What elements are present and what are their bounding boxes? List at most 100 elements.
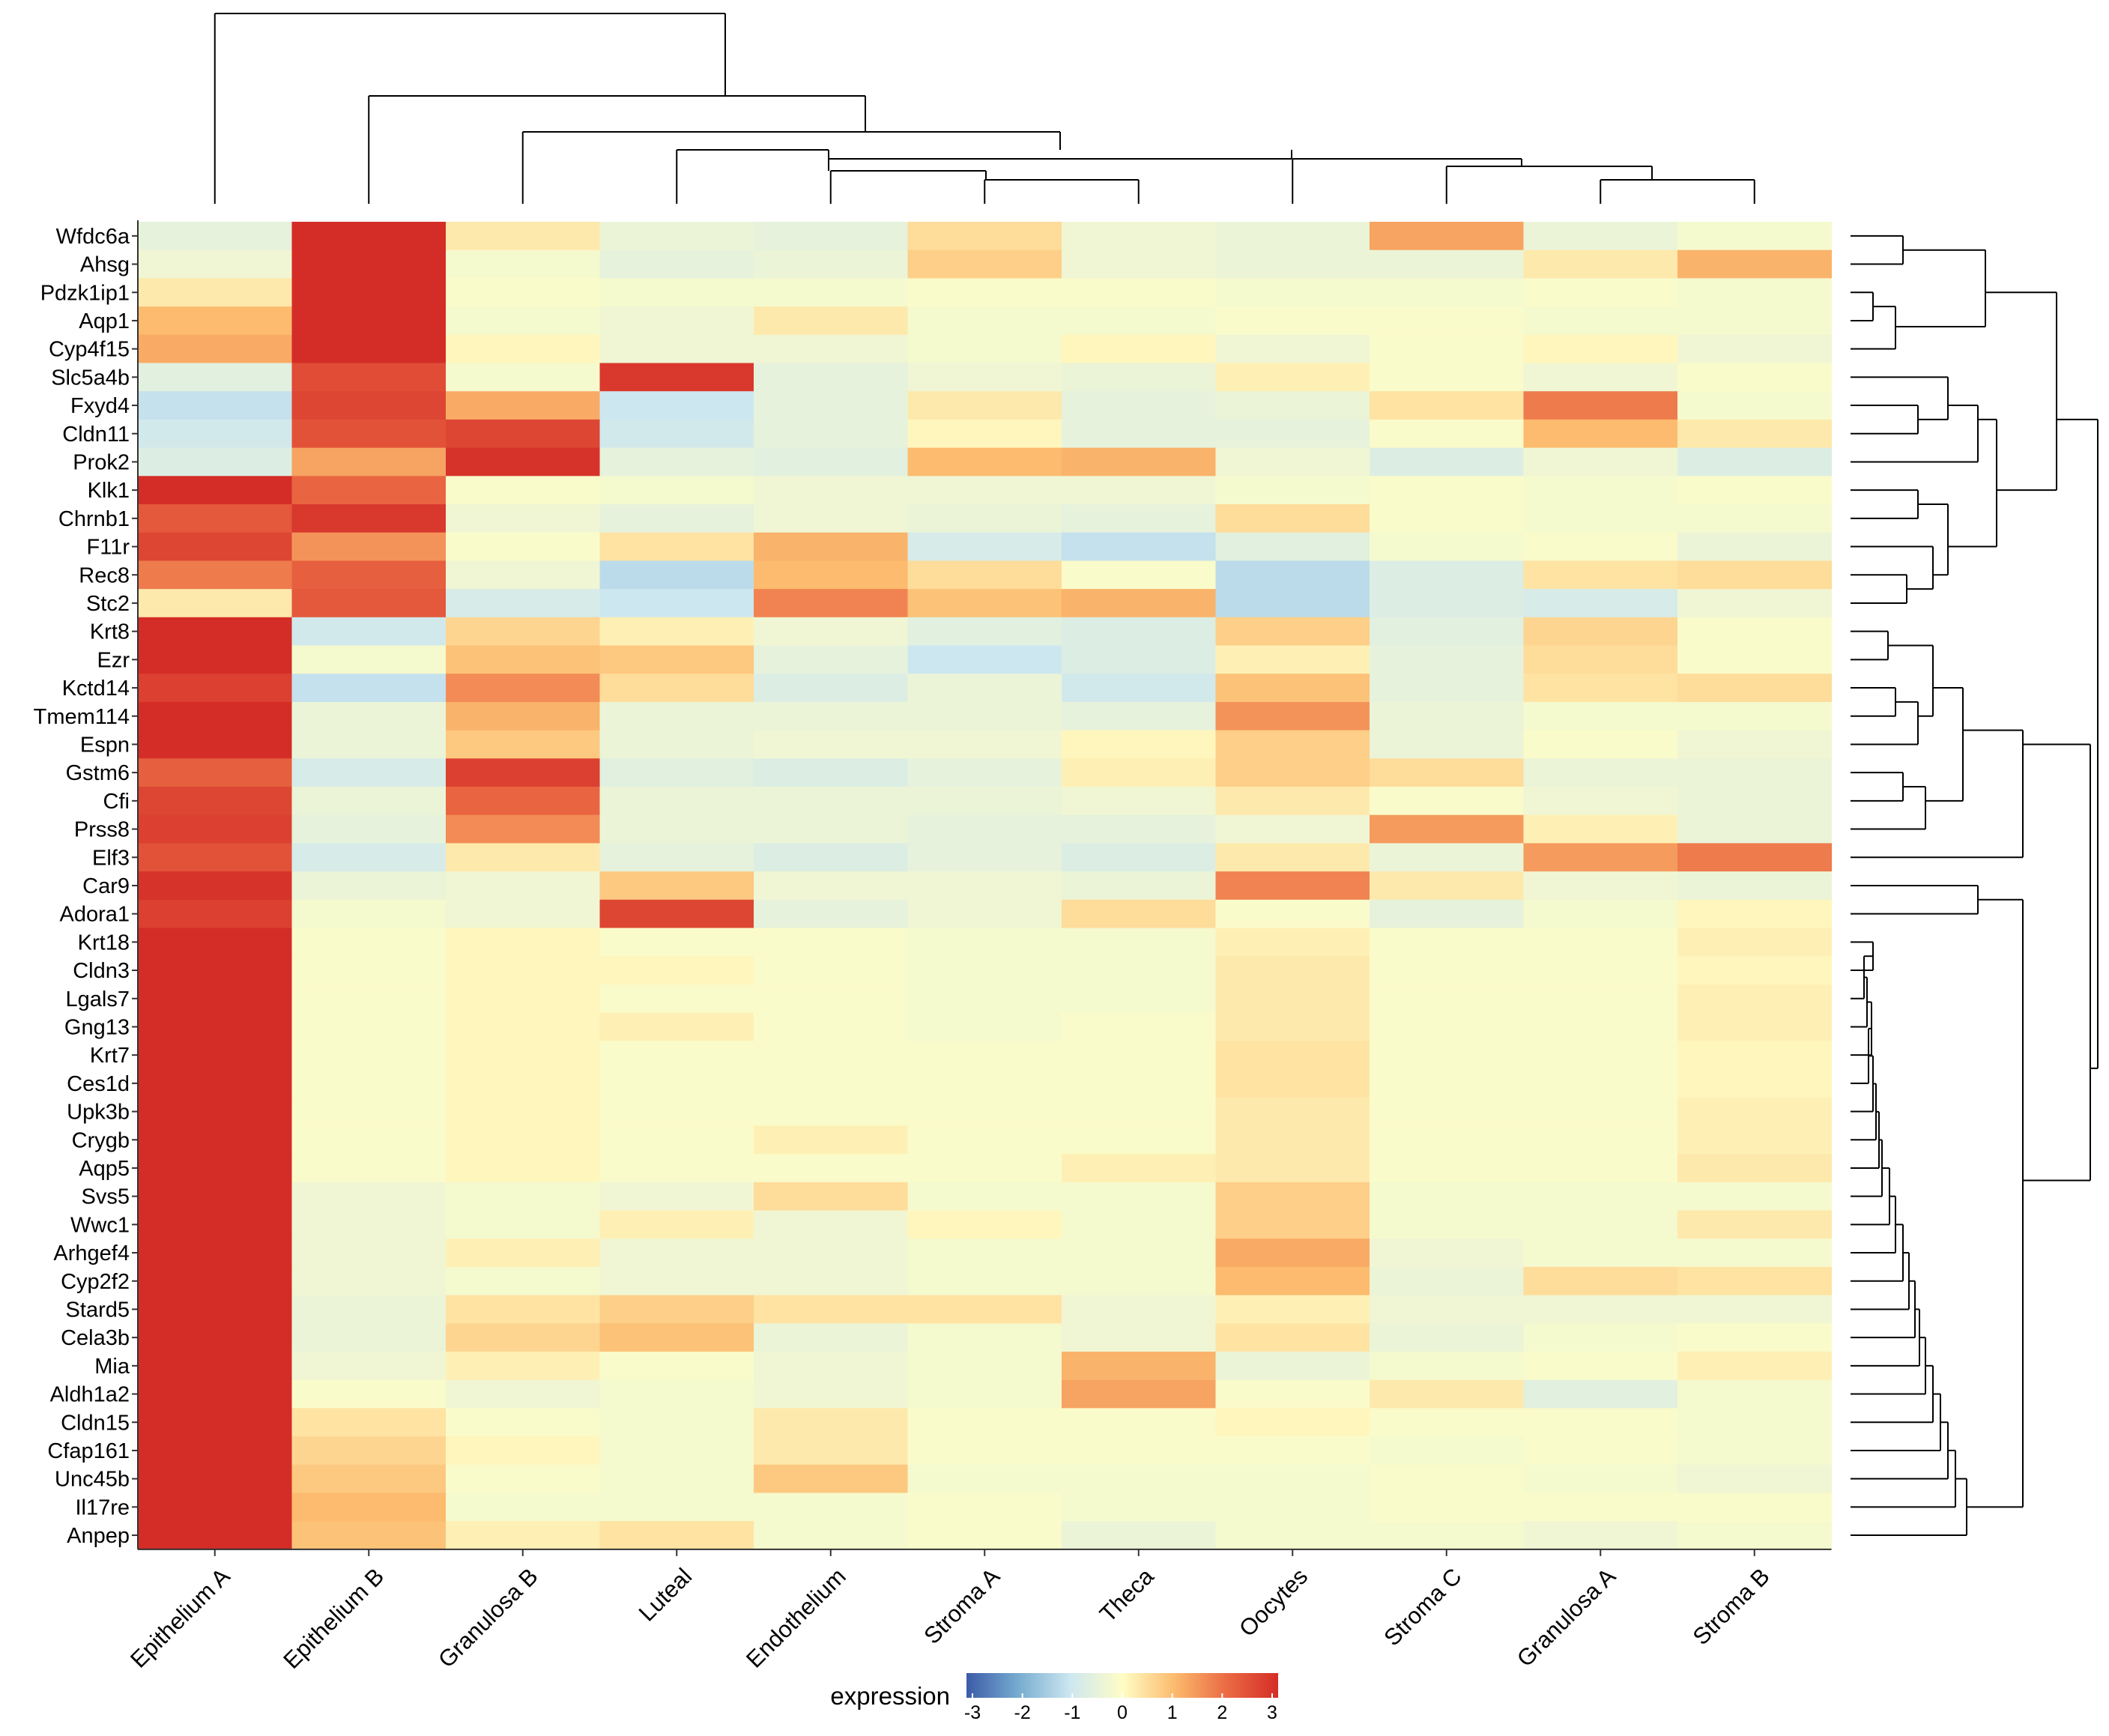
heatmap-cell (1215, 871, 1370, 901)
heatmap-cell (1062, 814, 1217, 844)
heatmap-cell (907, 560, 1062, 590)
heatmap-cell (1062, 363, 1217, 392)
heatmap-cell (1523, 871, 1678, 901)
heatmap-cell (1523, 1464, 1678, 1494)
row-label: Tmem114 (34, 705, 130, 729)
heatmap-cell (1215, 334, 1370, 364)
heatmap-cell (446, 1154, 601, 1183)
heatmap-cell (1370, 391, 1525, 420)
heatmap-cell (138, 1125, 293, 1155)
heatmap-cell (291, 1125, 447, 1155)
heatmap-cell (138, 871, 293, 901)
row-label: Upk3b (67, 1101, 130, 1125)
heatmap-cell (1370, 249, 1525, 279)
heatmap-cell (446, 391, 601, 420)
heatmap-cell (1677, 447, 1833, 477)
heatmap-cell (1215, 1323, 1370, 1352)
heatmap-cell (138, 419, 293, 449)
heatmap-cell (291, 504, 447, 533)
heatmap-cell (1677, 1069, 1833, 1098)
heatmap-cells (138, 222, 1833, 1550)
heatmap-cell (1523, 363, 1678, 392)
heatmap-cell (291, 758, 447, 787)
heatmap-cell (138, 1521, 293, 1550)
heatmap-cell (291, 1266, 447, 1296)
heatmap-cell (291, 249, 447, 279)
heatmap-cell (1523, 617, 1678, 647)
heatmap-cell (1215, 1210, 1370, 1239)
heatmap-cell (291, 956, 447, 985)
row-label: Ahsg (80, 253, 130, 277)
row-label: Arhgef4 (53, 1241, 130, 1265)
heatmap-cell (907, 1521, 1062, 1550)
heatmap-cell (446, 419, 601, 449)
heatmap-cell (1215, 701, 1370, 731)
heatmap-cell (291, 674, 447, 703)
heatmap-cell (446, 1069, 601, 1098)
heatmap-cell (1062, 306, 1217, 336)
heatmap-cell (1523, 1069, 1678, 1098)
row-label: Chrnb1 (58, 507, 130, 531)
heatmap-cell (599, 1210, 754, 1239)
row-label: Cfi (103, 790, 130, 814)
heatmap-cell (599, 1154, 754, 1183)
heatmap-cell (291, 1492, 447, 1522)
heatmap-cell (291, 1182, 447, 1212)
heatmap-cell (1677, 278, 1833, 307)
heatmap-cell (1215, 787, 1370, 816)
row-label: Ces1d (67, 1072, 130, 1096)
heatmap-cell (1677, 1492, 1833, 1522)
heatmap-cell (1215, 1182, 1370, 1212)
heatmap-cell (291, 1464, 447, 1494)
heatmap-cell (599, 1012, 754, 1041)
row-label: Lgals7 (66, 988, 130, 1011)
heatmap-cell (138, 843, 293, 872)
row-label: Klk1 (88, 479, 130, 503)
heatmap-cell (754, 589, 909, 618)
heatmap-cell (1523, 758, 1678, 787)
heatmap-cell (1215, 1295, 1370, 1324)
heatmap-cell (1677, 1041, 1833, 1070)
heatmap-cell (446, 278, 601, 307)
color-legend: expression -3 -2 -1 0 1 2 3 (830, 1673, 1278, 1723)
heatmap-cell (754, 871, 909, 901)
row-label: Prok2 (73, 450, 130, 474)
heatmap-cell (291, 871, 447, 901)
heatmap-cell (138, 617, 293, 647)
heatmap-cell (1523, 249, 1678, 279)
heatmap-cell (754, 645, 909, 674)
heatmap-cell (291, 1097, 447, 1126)
row-label: Gstm6 (66, 761, 130, 785)
heatmap-cell (907, 504, 1062, 533)
heatmap-cell (1215, 1521, 1370, 1550)
heatmap-cell (1215, 1408, 1370, 1437)
heatmap-cell (1523, 1041, 1678, 1070)
heatmap-cell (754, 334, 909, 364)
heatmap-cell (1215, 306, 1370, 336)
heatmap-cell (291, 787, 447, 816)
heatmap-cell (1062, 1492, 1217, 1522)
heatmap-cell (1523, 984, 1678, 1014)
heatmap-cell (907, 1069, 1062, 1098)
heatmap-cell (446, 1436, 601, 1466)
heatmap-cell (599, 1352, 754, 1381)
heatmap-cell (138, 758, 293, 787)
heatmap-cell (907, 1436, 1062, 1466)
heatmap-cell (1215, 1069, 1370, 1098)
heatmap-cell (1523, 899, 1678, 929)
heatmap-cell (1062, 617, 1217, 647)
heatmap-cell (291, 560, 447, 590)
heatmap-cell (291, 589, 447, 618)
heatmap-cell (754, 984, 909, 1014)
heatmap-cell (1523, 1239, 1678, 1268)
heatmap-cell (907, 306, 1062, 336)
heatmap-cell (754, 787, 909, 816)
heatmap-cell (1523, 1408, 1678, 1437)
heatmap-cell (1523, 560, 1678, 590)
heatmap-cell (446, 1012, 601, 1041)
heatmap-cell (907, 391, 1062, 420)
heatmap-cell (138, 1379, 293, 1409)
heatmap-cell (1370, 1521, 1525, 1550)
heatmap-cell (291, 278, 447, 307)
